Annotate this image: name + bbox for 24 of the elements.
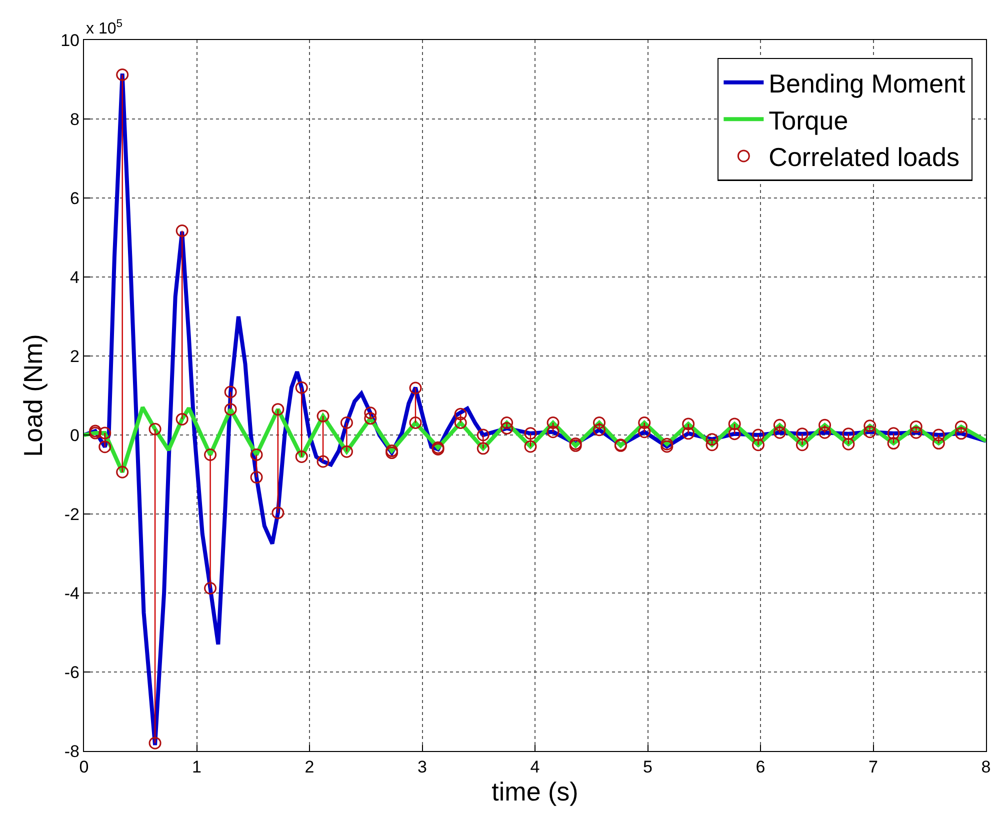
legend-label: Bending Moment bbox=[768, 68, 966, 99]
x-tick-label: 7 bbox=[868, 758, 878, 776]
y-tick-label: 8 bbox=[70, 110, 80, 129]
x-tick-label: 1 bbox=[192, 758, 202, 776]
y-tick-label: -2 bbox=[64, 504, 80, 524]
y-axis-title: Load (Nm) bbox=[18, 334, 48, 457]
x-axis-title: time (s) bbox=[492, 776, 578, 806]
y-tick-label: 0 bbox=[70, 426, 80, 445]
x-tick-label: 4 bbox=[530, 758, 540, 776]
y-tick-label: -4 bbox=[64, 584, 80, 603]
legend-label: Correlated loads bbox=[768, 142, 960, 172]
y-tick-label: 4 bbox=[70, 268, 80, 287]
x-tick-label: 3 bbox=[418, 758, 427, 776]
y-tick-label: -6 bbox=[64, 662, 80, 682]
x-tick-label: 8 bbox=[981, 758, 991, 776]
legend-label: Torque bbox=[768, 105, 848, 136]
y-tick-label: 10 bbox=[60, 30, 80, 50]
y-tick-label: -8 bbox=[64, 742, 80, 761]
y-tick-label: 6 bbox=[70, 188, 80, 208]
x-tick-label: 2 bbox=[304, 758, 314, 776]
text: x 10$^{5}$ bbox=[86, 18, 122, 38]
y-tick-label: 2 bbox=[70, 346, 80, 366]
x-tick-label: 5 bbox=[643, 758, 652, 776]
x-tick-label: 6 bbox=[756, 758, 766, 776]
